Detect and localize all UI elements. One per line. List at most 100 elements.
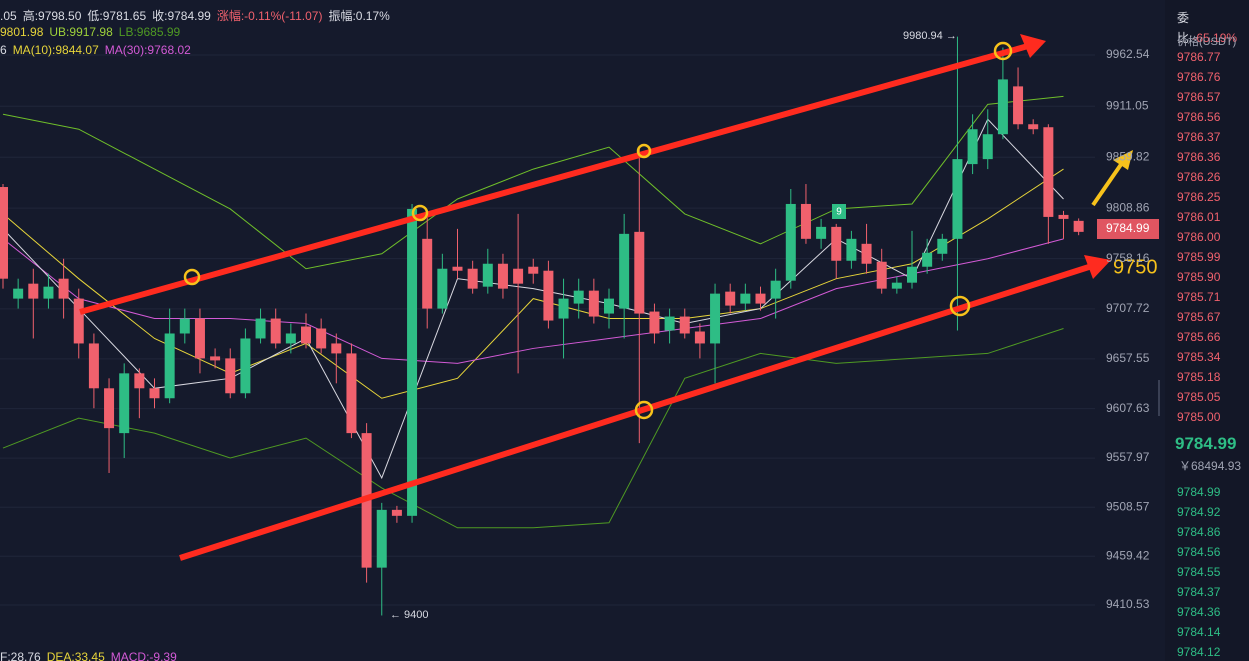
- candle-body: [907, 266, 917, 283]
- y-tick-label: 9911.05: [1106, 98, 1149, 112]
- arrow-head: [1020, 34, 1046, 58]
- candle-body: [831, 226, 842, 261]
- candle-body: [134, 373, 145, 389]
- candle-body: [164, 333, 175, 399]
- candle-body: [982, 134, 993, 160]
- last-price-tag: [1097, 219, 1159, 239]
- candle-body: [331, 343, 342, 354]
- info: UB:9917.98: [49, 25, 113, 39]
- arrow-head: [1084, 255, 1111, 279]
- chart: 9980.94 → ← 9400 9750 9 9784.99 9962.549…: [0, 30, 1160, 621]
- touch-marker: [949, 295, 971, 317]
- last-price-label: 9784.99: [1106, 221, 1150, 235]
- signal-label: 9: [836, 207, 842, 218]
- candle-body: [316, 328, 327, 349]
- indicator-line: [2, 238, 1064, 364]
- candle-body: [1073, 220, 1084, 232]
- ohlc-info: .05 高:9798.50 低:9781.65 收:9784.99 涨幅:-0.11%(…: [0, 7, 396, 24]
- candle-body: [179, 318, 190, 334]
- candle-body: [43, 286, 54, 299]
- order-book: 委比:-65.19% 价格(USDT) 9786.77 9786.76 9786.5…: [1165, 0, 1249, 661]
- touch-marker: [636, 143, 652, 159]
- touch-marker: [634, 400, 654, 420]
- upper-trend-line: [79, 43, 1029, 315]
- bid-price: 9784.86: [1177, 525, 1221, 539]
- candle-body: [937, 238, 948, 254]
- y-tick-label: 9607.63: [1106, 401, 1150, 415]
- candle-body: [88, 343, 99, 389]
- candle-body: [891, 282, 902, 289]
- candle-body: [649, 311, 660, 334]
- candle-body: [922, 252, 933, 267]
- ma-info: 6 MA(10):9844.07 MA(30):9768.02: [0, 43, 197, 57]
- bid-price: 9784.36: [1177, 605, 1221, 619]
- info: 收:9784.99: [152, 9, 211, 23]
- candle-body: [528, 266, 539, 274]
- ask-price: 9785.99: [1177, 250, 1221, 264]
- candle-body: [664, 316, 675, 331]
- candles: [0, 36, 1084, 616]
- last-price-cny: ￥68494.93: [1179, 459, 1242, 473]
- candle-body: [634, 231, 645, 314]
- candle-body: [619, 233, 630, 309]
- candle-body: [588, 290, 599, 317]
- candle-body: [770, 280, 781, 299]
- candle-body: [104, 388, 115, 429]
- candle-body: [285, 333, 296, 344]
- candle-body: [0, 187, 8, 279]
- info: MA(10):9844.07: [12, 43, 99, 57]
- candle-body: [452, 266, 463, 271]
- candle-body: [679, 316, 690, 334]
- candle-body: [513, 268, 524, 284]
- ask-price: 9786.00: [1177, 230, 1221, 244]
- info: 9801.98: [0, 25, 44, 39]
- ratio-label: 委比:: [1177, 11, 1193, 45]
- candle-body: [558, 298, 569, 319]
- info: 低:9781.65: [87, 9, 147, 23]
- candle-body: [58, 278, 69, 299]
- info: 涨幅:-0.11%(-11.07): [216, 9, 323, 23]
- info: MACD:-9.39: [110, 650, 177, 661]
- candle-body: [407, 208, 418, 516]
- bid-price: 9784.37: [1177, 585, 1221, 599]
- indicator-line: [2, 118, 1064, 480]
- ratio-value: -65.19%: [1192, 31, 1238, 45]
- y-tick-label: 9657.55: [1106, 351, 1150, 365]
- info: .05: [0, 9, 17, 23]
- candle-body: [604, 298, 614, 314]
- target-label: 9750: [1113, 256, 1158, 278]
- bid-price: 9784.12: [1177, 645, 1221, 659]
- ask-price: 9786.37: [1177, 130, 1221, 144]
- info: 振幅:0.17%: [328, 9, 390, 23]
- ask-price: 9786.01: [1177, 210, 1221, 224]
- indicator-line: [2, 168, 1064, 399]
- bid-price: 9784.99: [1177, 485, 1221, 499]
- candle-body: [1013, 86, 1024, 125]
- candle-body: [1028, 124, 1039, 130]
- ask-price: 9786.56: [1177, 110, 1221, 124]
- y-tick-label: 9758.16: [1106, 251, 1150, 265]
- ask-price: 9786.76: [1177, 70, 1221, 84]
- low-label: ← 9400: [390, 609, 429, 621]
- ask-price: 9786.77: [1177, 50, 1221, 64]
- ratio: 委比:-65.19%: [1177, 8, 1249, 45]
- candle-body: [967, 129, 978, 165]
- candle-body: [785, 203, 796, 281]
- bid-price: 9784.55: [1177, 565, 1221, 579]
- candle-body: [952, 159, 963, 239]
- candle-body: [482, 263, 493, 287]
- candle-body: [467, 268, 478, 289]
- high-label: 9980.94 →: [903, 30, 957, 42]
- panel-toggle[interactable]: [1158, 380, 1160, 416]
- candle-body: [876, 261, 887, 289]
- arrow-head: [1113, 150, 1133, 170]
- info: MA(30):9768.02: [104, 43, 191, 57]
- bid-price: 9784.56: [1177, 545, 1221, 559]
- candle-body: [543, 270, 554, 321]
- ask-price: 9785.90: [1177, 270, 1221, 284]
- candle-body: [225, 358, 236, 394]
- candle-body: [346, 353, 357, 434]
- ask-price: 9785.34: [1177, 350, 1221, 364]
- forecast-arrow: [1091, 161, 1124, 207]
- candle-body: [13, 288, 24, 299]
